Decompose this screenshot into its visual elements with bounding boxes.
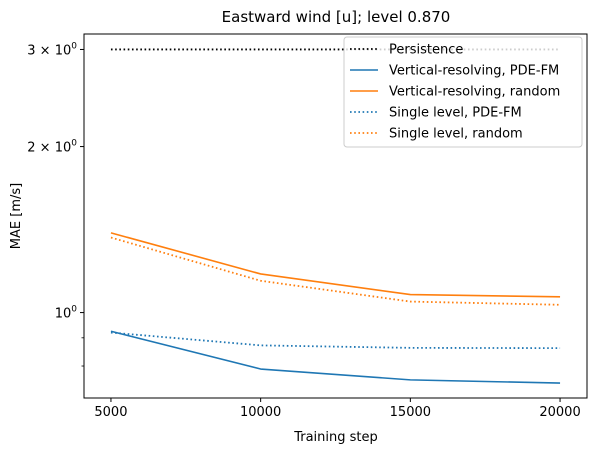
y-tick-label: 100 bbox=[55, 305, 78, 322]
x-axis: 5000 10000 15000 20000 bbox=[94, 398, 581, 420]
plot-area bbox=[83, 33, 588, 399]
x-tick-label: 20000 bbox=[539, 405, 580, 420]
y-tick-label: 3 × 100 bbox=[27, 41, 77, 58]
x-tick-label: 10000 bbox=[240, 405, 281, 420]
chart-title: Eastward wind [u]; level 0.870 bbox=[222, 8, 451, 26]
legend-label: Vertical-resolving, PDE-FM bbox=[389, 64, 559, 79]
x-tick-label: 5000 bbox=[94, 405, 127, 420]
legend-label: Vertical-resolving, random bbox=[389, 85, 560, 100]
series-line bbox=[110, 232, 561, 298]
y-axis: 100 2 × 100 3 × 100 bbox=[27, 41, 84, 367]
y-axis-label: MAE [m/s] bbox=[9, 183, 24, 249]
legend-label: Single level, PDE-FM bbox=[389, 106, 522, 121]
series-line bbox=[110, 330, 561, 384]
legend[interactable]: Persistence Vertical-resolving, PDE-FM Ver… bbox=[343, 36, 583, 148]
x-tick-label: 15000 bbox=[390, 405, 431, 420]
legend-box bbox=[343, 36, 583, 148]
x-axis-label: Training step bbox=[293, 430, 378, 445]
series-line bbox=[110, 236, 561, 306]
legend-label: Single level, random bbox=[389, 127, 523, 142]
series-line bbox=[110, 331, 561, 350]
y-tick-label: 2 × 100 bbox=[27, 139, 77, 156]
legend-label: Persistence bbox=[389, 43, 463, 58]
